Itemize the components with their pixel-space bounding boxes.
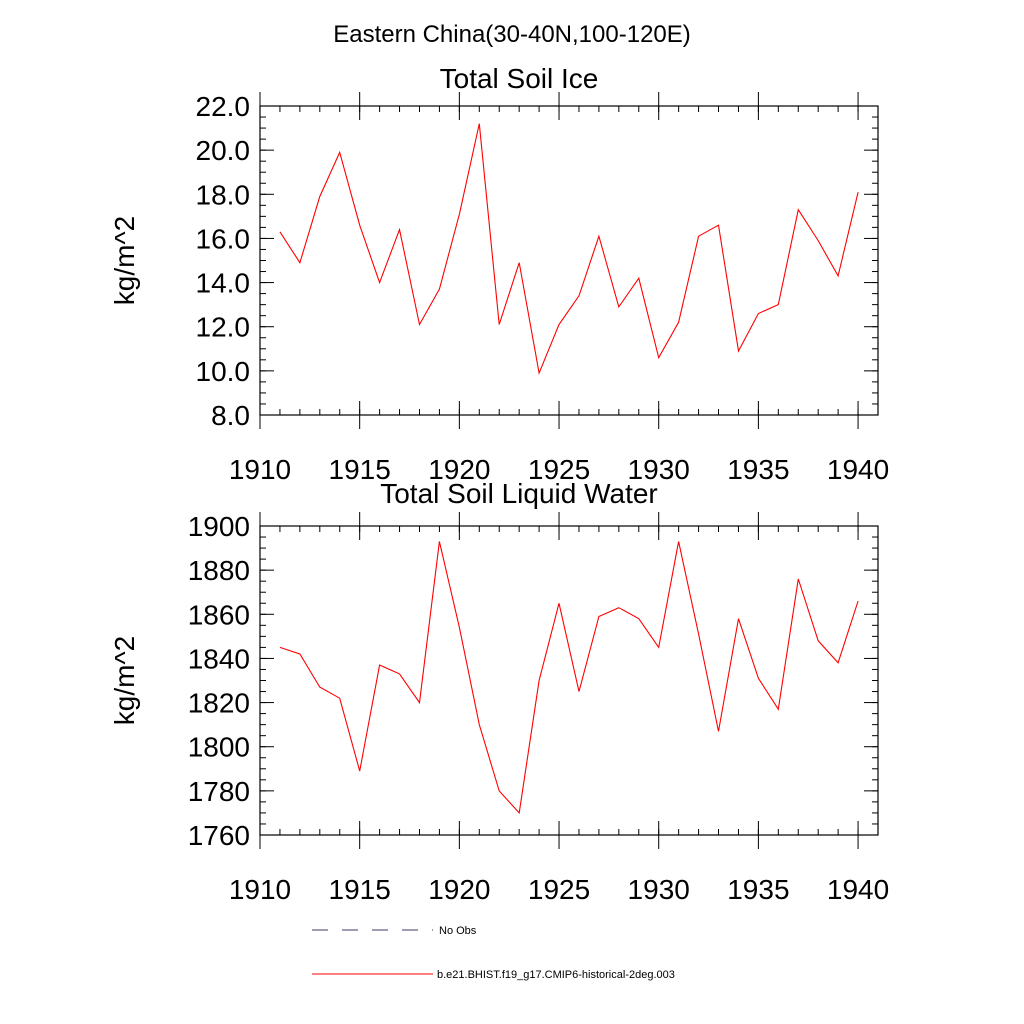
x-tick-label: 1920: [428, 454, 490, 485]
chart-panel-soil-liquid-water: Total Soil Liquid Water 1760 1780 1800 1820 1…: [109, 478, 889, 905]
chart-title: Total Soil Ice: [440, 63, 599, 94]
y-tick-label: 16.0: [196, 223, 251, 254]
y-tick-label: 10.0: [196, 356, 251, 387]
x-tick-label: 1925: [528, 454, 590, 485]
y-tick-label: 14.0: [196, 268, 251, 299]
y-tick-label: 1900: [188, 511, 250, 542]
x-tick-label: 1930: [628, 874, 690, 905]
chart-panel-soil-ice: Total Soil Ice 8.0 10.0 12.0 14.0 16.0 18.0 20.…: [109, 63, 889, 485]
y-tick-label: 1820: [188, 688, 250, 719]
plot-frame: [259, 105, 879, 416]
chart-title: Total Soil Liquid Water: [380, 478, 658, 509]
y-axis-label: kg/m^2: [109, 636, 140, 725]
page-title: Eastern China(30-40N,100-120E): [333, 21, 691, 48]
y-axis-label: kg/m^2: [109, 216, 140, 305]
y-tick-label: 8.0: [211, 400, 250, 431]
plot-frame: [259, 525, 879, 836]
x-tick-label: 1930: [628, 454, 690, 485]
legend: No Obs b.e21.BHIST.f19_g17.CMIP6-histori…: [312, 925, 675, 981]
x-tick-label: 1935: [727, 454, 789, 485]
x-tick-label: 1910: [229, 874, 291, 905]
x-tick-label: 1940: [827, 454, 889, 485]
y-tick-label: 22.0: [196, 91, 251, 122]
series-line: [279, 123, 859, 376]
y-tick-label: 1840: [188, 643, 250, 674]
x-tick-label: 1925: [528, 874, 590, 905]
x-tick-label: 1915: [329, 874, 391, 905]
x-tick-label: 1910: [229, 454, 291, 485]
legend-model-label: b.e21.BHIST.f19_g17.CMIP6-historical-2de…: [437, 969, 675, 981]
y-tick-label: 1860: [188, 599, 250, 630]
y-tick-label: 12.0: [196, 312, 251, 343]
y-tick-label: 1880: [188, 555, 250, 586]
y-tick-label: 1780: [188, 776, 250, 807]
x-tick-label: 1920: [428, 874, 490, 905]
y-tick-label: 1760: [188, 820, 250, 851]
y-tick-label: 1800: [188, 732, 250, 763]
series-line: [279, 541, 859, 815]
y-tick-label: 18.0: [196, 179, 251, 210]
y-tick-label: 20.0: [196, 135, 251, 166]
legend-no-obs-label: No Obs: [439, 925, 477, 937]
x-tick-label: 1940: [827, 874, 889, 905]
x-tick-label: 1915: [329, 454, 391, 485]
x-tick-label: 1935: [727, 874, 789, 905]
